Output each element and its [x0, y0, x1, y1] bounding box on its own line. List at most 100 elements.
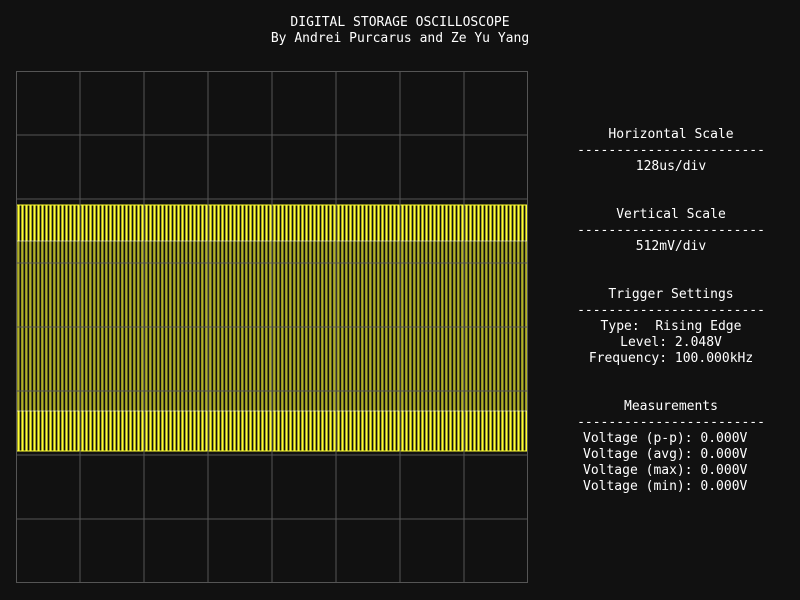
trigger-type: Type: Rising Edge: [600, 319, 742, 334]
trace-segment: [453, 205, 456, 451]
trace-segment: [321, 205, 324, 451]
trace-segment: [141, 205, 144, 451]
divider: ------------------------: [577, 303, 765, 318]
trace-segment: [17, 205, 20, 451]
trace-segment: [389, 205, 392, 451]
trace-inner-segment: [305, 241, 307, 411]
trace-segment: [301, 205, 304, 451]
trace-segment: [341, 205, 344, 451]
trace-segment: [433, 205, 436, 451]
trace-segment: [117, 205, 120, 451]
trace-segment: [113, 205, 116, 451]
trace-inner-segment: [157, 241, 159, 411]
trace-segment: [73, 205, 76, 451]
trace-segment: [505, 205, 508, 451]
trace-segment: [45, 205, 48, 451]
trace-segment: [253, 205, 256, 451]
trace-inner-segment: [253, 241, 255, 411]
trace-inner-segment: [405, 241, 407, 411]
trace-segment: [37, 205, 40, 451]
trace-segment: [41, 205, 44, 451]
trace-inner-segment: [289, 241, 291, 411]
trace-segment: [385, 205, 388, 451]
trace-segment: [201, 205, 204, 451]
trace-inner-segment: [61, 241, 63, 411]
trace-inner-segment: [369, 241, 371, 411]
trace-inner-segment: [29, 241, 31, 411]
voltage-pp: Voltage (p-p): 0.000V: [583, 431, 748, 446]
trace-segment: [273, 205, 276, 451]
trace-inner-segment: [401, 241, 403, 411]
trace-inner-segment: [281, 241, 283, 411]
trace-inner-segment: [69, 241, 71, 411]
trace-inner-segment: [285, 241, 287, 411]
trace-segment: [309, 205, 312, 451]
trace-inner-segment: [337, 241, 339, 411]
trace-inner-segment: [385, 241, 387, 411]
trace-inner-segment: [85, 241, 87, 411]
trace-segment: [221, 205, 224, 451]
trace-segment: [153, 205, 156, 451]
trace-inner-segment: [165, 241, 167, 411]
trace-inner-segment: [77, 241, 79, 411]
divider: ------------------------: [577, 415, 765, 430]
trace-inner-segment: [41, 241, 43, 411]
trace-inner-segment: [189, 241, 191, 411]
trace-segment: [241, 205, 244, 451]
trace-segment: [445, 205, 448, 451]
trace-segment: [449, 205, 452, 451]
trace-segment: [257, 205, 260, 451]
trace-segment: [489, 205, 492, 451]
trace-inner-segment: [89, 241, 91, 411]
trace-inner-segment: [473, 241, 475, 411]
divider: ------------------------: [577, 223, 765, 238]
trace-segment: [401, 205, 404, 451]
trace-segment: [525, 205, 528, 451]
trace-segment: [437, 205, 440, 451]
trace-inner-segment: [177, 241, 179, 411]
trace-segment: [497, 205, 500, 451]
trace-segment: [225, 205, 228, 451]
trace-segment: [33, 205, 36, 451]
trace-inner-segment: [237, 241, 239, 411]
trace-inner-segment: [129, 241, 131, 411]
trace-segment: [65, 205, 68, 451]
voltage-avg: Voltage (avg): 0.000V: [583, 447, 748, 462]
trace-inner-segment: [469, 241, 471, 411]
vertical-scale-panel: Vertical Scale ------------------------ …: [560, 207, 782, 255]
trace-segment: [429, 205, 432, 451]
divider: ------------------------: [577, 143, 765, 158]
trace-segment: [285, 205, 288, 451]
trigger-settings-panel: Trigger Settings -----------------------…: [560, 287, 782, 367]
trace-segment: [381, 205, 384, 451]
trace-segment: [265, 205, 268, 451]
trace-segment: [93, 205, 96, 451]
trace-segment: [473, 205, 476, 451]
trace-segment: [193, 205, 196, 451]
trace-inner-segment: [37, 241, 39, 411]
vertical-scale-value: 512mV/div: [635, 239, 707, 254]
trace-inner-segment: [197, 241, 199, 411]
trace-inner-segment: [261, 241, 263, 411]
trace-segment: [397, 205, 400, 451]
trace-segment: [325, 205, 328, 451]
trace-segment: [441, 205, 444, 451]
trace-segment: [61, 205, 64, 451]
trace-inner-segment: [21, 241, 23, 411]
trace-inner-segment: [277, 241, 279, 411]
scope-screen: [16, 71, 528, 583]
trace-inner-segment: [33, 241, 35, 411]
trace-inner-segment: [241, 241, 243, 411]
trace-inner-segment: [105, 241, 107, 411]
trigger-frequency: Frequency: 100.000kHz: [588, 351, 754, 366]
trace-inner-segment: [493, 241, 495, 411]
trace-segment: [277, 205, 280, 451]
trace-segment: [197, 205, 200, 451]
trace-inner-segment: [409, 241, 411, 411]
trace-inner-segment: [513, 241, 515, 411]
trace-segment: [89, 205, 92, 451]
trigger-settings-heading: Trigger Settings: [608, 287, 734, 302]
trace-inner-segment: [341, 241, 343, 411]
trace-inner-segment: [273, 241, 275, 411]
